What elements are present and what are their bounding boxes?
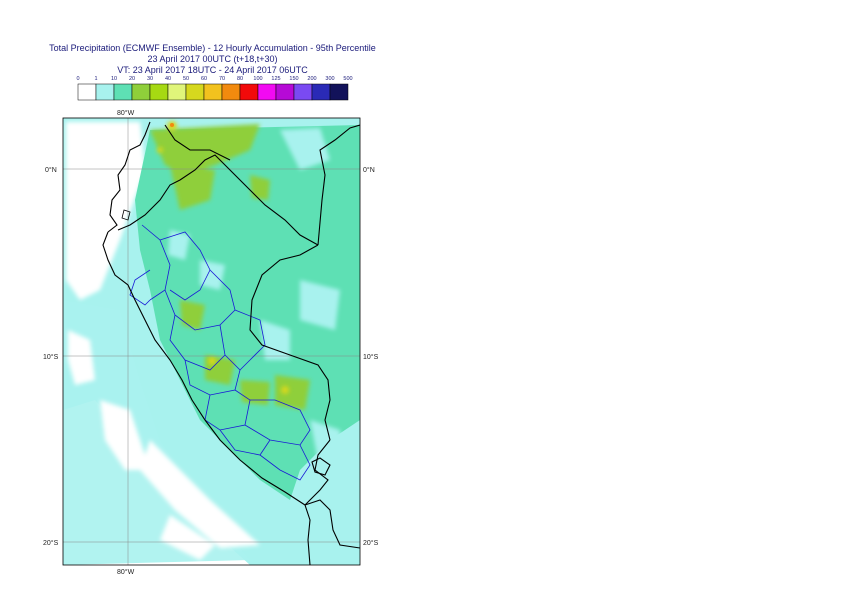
legend-threshold-label: 300 [325,76,334,82]
lon-label-bottom: 80°W [117,568,135,576]
legend-threshold-label: 50 [183,76,189,82]
run-date: 23 April 2017 00UTC (t+18,t+30) [147,54,278,64]
legend-swatch [329,83,349,101]
legend-threshold-label: 40 [165,76,171,82]
lat-label-10s: 10°S [43,353,59,361]
lat-label-20s-right: 20°S [363,539,379,547]
legend-threshold-label: 1 [94,76,97,82]
no-precip-patches [66,122,260,560]
legend-threshold-label: 150 [289,76,298,82]
land-light-patches [168,128,345,470]
map-title: Total Precipitation (ECMWF Ensemble) - 1… [49,43,376,53]
map-frame [62,117,361,566]
lat-label-0: 0°N [45,166,57,174]
legend-threshold-label: 100 [253,76,262,82]
legend-threshold-label: 0 [76,76,79,82]
legend-threshold-label: 60 [201,76,207,82]
valid-time: VT: 23 April 2017 18UTC - 24 April 2017 … [117,65,308,75]
region-borders [129,224,311,481]
country-borders [102,121,360,565]
legend-threshold-label: 125 [271,76,280,82]
lat-label-20s: 20°S [43,539,59,547]
graticule [63,118,360,565]
lon-label-top: 80°W [117,109,135,117]
legend-threshold-label: 500 [343,76,352,82]
color-legend: 0 1 10 20 30 40 50 60 70 80 100 125 150 200 300 500 [76,76,353,101]
legend-threshold-label: 80 [237,76,243,82]
lat-label-0-right: 0°N [363,166,375,174]
legend-threshold-label: 20 [129,76,135,82]
lat-label-10s-right: 10°S [363,353,379,361]
legend-threshold-label: 70 [219,76,225,82]
legend-threshold-label: 10 [111,76,117,82]
precip-70-80-spot [170,123,174,127]
legend-threshold-label: 30 [147,76,153,82]
legend-threshold-label: 200 [307,76,316,82]
